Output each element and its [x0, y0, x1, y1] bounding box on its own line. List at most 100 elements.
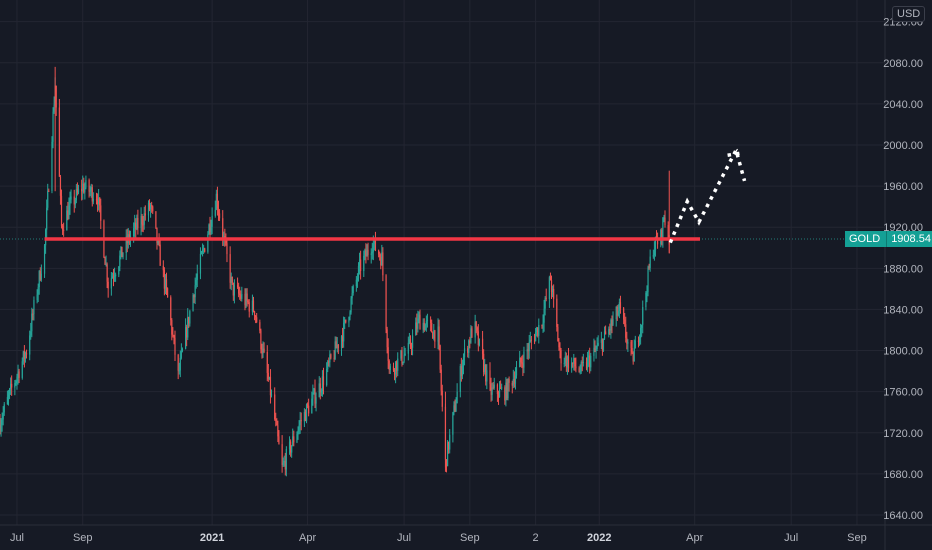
candle-body — [319, 383, 321, 393]
candle-body — [467, 348, 469, 353]
x-tick-label: Apr — [686, 532, 703, 544]
candle-body — [343, 322, 345, 342]
candle-body — [535, 332, 537, 342]
candle-body — [593, 347, 595, 356]
candle-body — [244, 293, 246, 306]
candle-body — [647, 267, 649, 293]
candle-body — [626, 337, 628, 344]
candle-body — [664, 217, 666, 226]
candle-body — [111, 276, 114, 279]
candle-body — [60, 195, 63, 226]
candle-body — [15, 381, 17, 384]
candle-body — [67, 210, 69, 219]
candle-body — [277, 425, 279, 437]
candle-body — [199, 253, 202, 274]
candle-body — [39, 271, 41, 280]
candle-body — [247, 300, 249, 303]
candle-body — [70, 196, 72, 200]
candle-body — [542, 322, 544, 326]
candle-body — [32, 313, 34, 315]
candle-body — [236, 285, 239, 288]
candle-body — [18, 371, 20, 378]
candle-body — [660, 229, 662, 245]
candle-body — [298, 425, 300, 431]
candle-body — [441, 390, 443, 407]
candle-body — [1, 419, 3, 425]
candle-body — [209, 224, 211, 233]
candle-body — [150, 205, 152, 210]
candle-body — [203, 248, 205, 250]
candle-body — [608, 328, 610, 335]
x-tick-label: Sep — [847, 532, 867, 544]
candle-body — [186, 327, 188, 338]
candle-body — [400, 350, 402, 359]
candle-body — [656, 239, 659, 245]
candle-body — [633, 348, 635, 362]
candle-body — [52, 111, 54, 142]
candle-body — [162, 265, 164, 271]
candle-body — [47, 190, 49, 208]
candle-body — [61, 225, 64, 230]
candle-body — [304, 411, 307, 421]
candle-body — [601, 339, 604, 351]
candle-body — [585, 362, 588, 369]
candle-body — [452, 412, 454, 435]
candle-body — [431, 322, 433, 333]
candle-body — [74, 199, 76, 205]
candle-body — [491, 387, 493, 395]
candle-body — [173, 335, 175, 338]
x-tick-label: Sep — [73, 532, 93, 544]
candle-body — [216, 193, 219, 209]
candle-body — [297, 430, 299, 435]
candle-body — [25, 353, 28, 355]
candle-body — [207, 234, 209, 252]
candle-body — [590, 355, 592, 368]
candle-body — [433, 330, 435, 339]
candle-body — [445, 459, 448, 467]
candle-body — [600, 339, 602, 343]
candle-body — [321, 376, 324, 391]
candle-body — [141, 216, 143, 225]
x-tick-label: Jul — [10, 532, 24, 544]
y-tick-label: 1640.00 — [883, 510, 923, 522]
candle-body — [218, 213, 221, 219]
candle-body — [581, 362, 583, 364]
candle-body — [106, 264, 108, 282]
candle-body — [553, 288, 555, 299]
candle-body — [475, 321, 477, 328]
candle-body — [424, 324, 426, 331]
candle-body — [352, 286, 354, 294]
candle-body — [594, 347, 596, 351]
candle-body — [393, 370, 396, 375]
candle-body — [619, 302, 622, 309]
candle-body — [38, 271, 40, 288]
candle-body — [285, 449, 287, 470]
candle-body — [115, 274, 117, 277]
candle-body — [611, 320, 613, 325]
candle-body — [519, 357, 521, 368]
candle-body — [335, 341, 337, 349]
candle-body — [567, 356, 570, 369]
candle-body — [515, 367, 518, 376]
candle-body — [217, 208, 220, 214]
candle-body — [195, 279, 197, 286]
candle-body — [632, 352, 634, 362]
candle-body — [438, 326, 440, 346]
candle-body — [293, 436, 295, 443]
candle-body — [389, 366, 391, 371]
currency-badge[interactable]: USD — [892, 6, 926, 22]
candle-body — [308, 405, 310, 414]
candle-body — [366, 249, 368, 257]
candle-body — [530, 339, 532, 341]
candle-body — [460, 366, 462, 376]
candle-body — [151, 205, 153, 207]
candle-body — [299, 420, 301, 426]
candle-body — [292, 436, 294, 446]
candle-body — [477, 331, 479, 346]
time-axis[interactable]: Jul Sep 2021 Apr Jul Sep 2 2022 Apr Jul Sep — [10, 532, 867, 544]
candle-body — [572, 362, 574, 364]
candle-body — [580, 362, 582, 372]
candle-body — [385, 275, 387, 330]
y-tick-label: 1840.00 — [883, 304, 923, 316]
